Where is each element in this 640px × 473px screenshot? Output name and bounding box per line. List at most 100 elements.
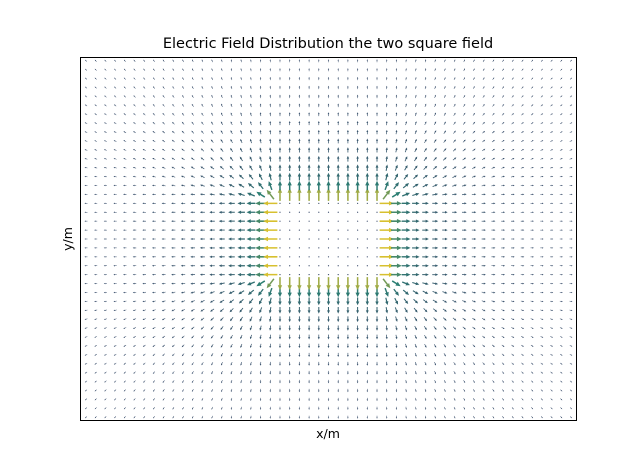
field-vector <box>132 238 137 240</box>
field-vector <box>510 282 515 285</box>
field-vector <box>199 264 205 267</box>
field-vector <box>463 103 466 107</box>
field-vector <box>443 148 447 152</box>
field-vector <box>540 291 544 294</box>
field-vector <box>269 334 272 340</box>
field-vector <box>345 187 351 201</box>
field-vector <box>298 388 301 393</box>
field-vector <box>250 415 252 419</box>
field-vector <box>404 325 408 331</box>
field-vector <box>298 397 301 402</box>
field-vector <box>180 193 186 196</box>
field-vector <box>317 352 320 357</box>
field-vector <box>482 112 485 116</box>
field-vector <box>298 406 301 410</box>
field-vector <box>278 297 282 306</box>
field-vector <box>279 76 281 81</box>
field-vector <box>132 309 137 312</box>
field-vector <box>201 397 204 401</box>
field-vector <box>482 59 485 63</box>
field-vector <box>501 184 505 187</box>
field-vector <box>540 273 544 276</box>
field-vector <box>143 371 146 374</box>
field-vector <box>84 318 88 320</box>
field-vector <box>356 68 359 72</box>
field-vector <box>318 59 320 63</box>
field-vector <box>201 344 204 348</box>
field-vector <box>181 344 185 348</box>
field-vector <box>391 263 402 268</box>
field-vector <box>161 247 166 249</box>
field-vector <box>347 370 349 375</box>
field-vector <box>550 380 553 383</box>
field-vector-zero <box>298 211 300 213</box>
field-vector <box>191 121 195 125</box>
field-vector <box>230 361 233 366</box>
field-vector <box>366 415 368 419</box>
field-vector <box>103 149 107 151</box>
field-vector <box>443 335 447 339</box>
field-vector <box>559 229 563 231</box>
field-vector <box>375 307 379 314</box>
field-vector <box>161 157 166 160</box>
field-vector <box>257 288 264 296</box>
field-vector <box>94 229 98 231</box>
field-vector <box>433 317 437 321</box>
field-vector <box>218 264 225 268</box>
field-vector <box>278 316 282 323</box>
field-vector-zero <box>347 265 349 267</box>
field-vector <box>103 175 107 178</box>
field-vector <box>452 264 458 267</box>
field-vector <box>530 336 534 338</box>
field-vector <box>191 371 194 375</box>
field-vector <box>569 202 573 205</box>
field-vector <box>230 121 233 126</box>
field-vector <box>347 68 349 72</box>
field-vector <box>422 201 429 205</box>
field-vector-zero <box>308 256 310 258</box>
field-vector <box>550 238 554 240</box>
field-vector <box>308 112 310 117</box>
field-vector <box>239 307 244 313</box>
field-vector <box>442 157 447 161</box>
field-vector <box>336 164 340 171</box>
field-vector <box>384 287 389 297</box>
field-vector <box>391 210 402 215</box>
field-vector <box>143 362 146 365</box>
field-vector <box>94 327 98 329</box>
field-vector <box>401 237 411 241</box>
field-vector <box>366 397 369 402</box>
field-vector <box>308 138 311 144</box>
field-vector <box>481 273 486 276</box>
field-vector <box>502 407 504 410</box>
field-vector <box>113 282 117 285</box>
field-vector <box>237 246 245 250</box>
field-vector <box>143 68 146 71</box>
field-vector <box>550 184 554 187</box>
field-vector <box>521 113 524 116</box>
field-vector <box>379 201 394 206</box>
field-vector <box>413 174 419 180</box>
field-vector <box>133 389 136 392</box>
field-vector <box>142 291 146 294</box>
field-vector <box>133 371 136 374</box>
field-vector <box>550 220 554 222</box>
field-vector <box>250 361 252 366</box>
field-vector <box>559 211 563 213</box>
field-vector <box>84 77 88 80</box>
field-vector <box>211 103 214 107</box>
field-vector <box>279 361 281 366</box>
field-vector <box>405 103 407 108</box>
field-vector <box>414 112 417 117</box>
field-vector <box>482 398 485 401</box>
field-vector <box>221 415 223 419</box>
field-vector <box>211 371 214 375</box>
field-vector <box>308 59 310 63</box>
field-vector <box>414 334 417 340</box>
field-vector <box>259 370 262 375</box>
field-vector <box>133 407 136 410</box>
field-vector <box>85 59 88 62</box>
field-vector <box>472 344 476 348</box>
field-vector <box>443 139 447 143</box>
field-vector <box>337 379 339 384</box>
